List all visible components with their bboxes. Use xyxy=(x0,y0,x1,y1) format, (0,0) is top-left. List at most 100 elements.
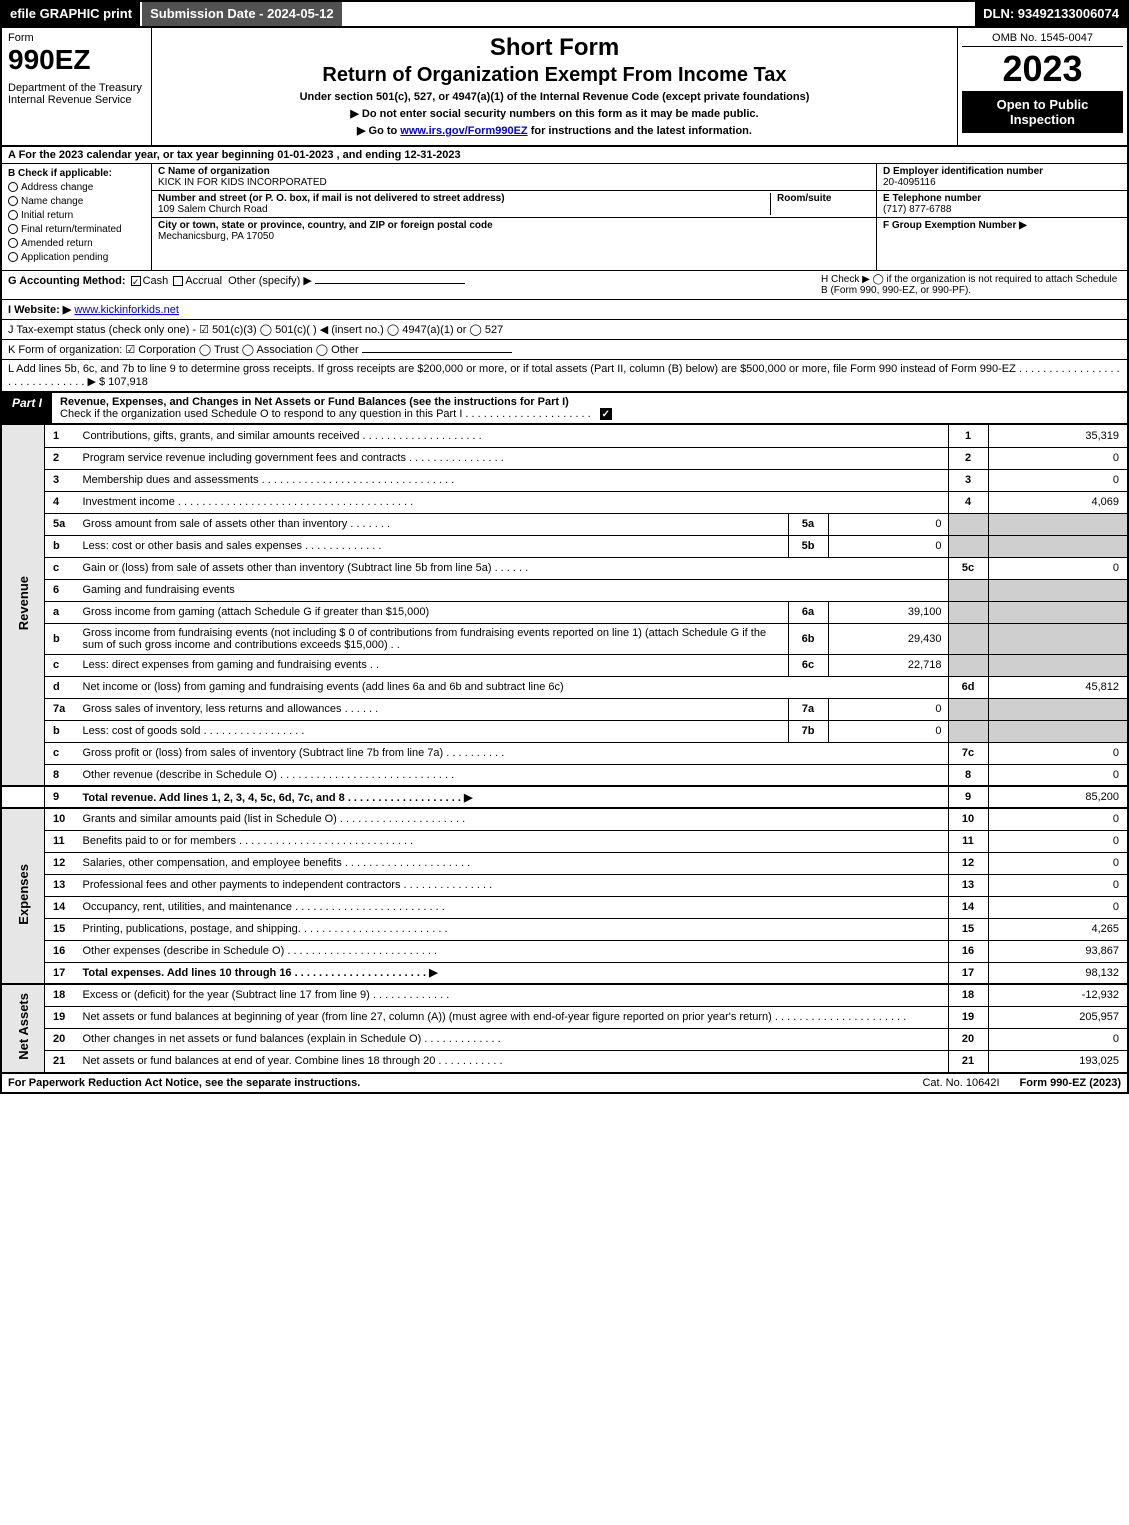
submission-date: Submission Date - 2024-05-12 xyxy=(140,2,342,26)
chk-initial-return[interactable] xyxy=(8,210,18,220)
form-number: 990EZ xyxy=(8,44,145,76)
row-line-9: 9 Total revenue. Add lines 1, 2, 3, 4, 5… xyxy=(1,786,1128,808)
header-left: Form 990EZ Department of the Treasury In… xyxy=(2,28,152,145)
part-1-table: Revenue 1 Contributions, gifts, grants, … xyxy=(0,425,1129,1073)
val-line-1: 35,319 xyxy=(988,425,1128,447)
val-line-13: 0 xyxy=(988,874,1128,896)
val-line-7b: 0 xyxy=(828,720,948,742)
part-1-title: Revenue, Expenses, and Changes in Net As… xyxy=(52,393,1127,423)
val-line-19: 205,957 xyxy=(988,1006,1128,1028)
row-line-6d: d Net income or (loss) from gaming and f… xyxy=(1,676,1128,698)
val-line-17: 98,132 xyxy=(988,962,1128,984)
tel-label: E Telephone number xyxy=(883,193,981,204)
row-line-6c: c Less: direct expenses from gaming and … xyxy=(1,654,1128,676)
row-line-19: 19 Net assets or fund balances at beginn… xyxy=(1,1006,1128,1028)
val-line-16: 93,867 xyxy=(988,940,1128,962)
val-line-6a: 39,100 xyxy=(828,601,948,623)
efile-label[interactable]: efile GRAPHIC print xyxy=(2,2,140,26)
row-line-7a: 7a Gross sales of inventory, less return… xyxy=(1,698,1128,720)
row-line-7c: c Gross profit or (loss) from sales of i… xyxy=(1,742,1128,764)
row-line-13: 13 Professional fees and other payments … xyxy=(1,874,1128,896)
col-d-right: D Employer identification number 20-4095… xyxy=(877,164,1127,270)
val-line-4: 4,069 xyxy=(988,491,1128,513)
room-label: Room/suite xyxy=(777,193,831,204)
row-line-6b: b Gross income from fundraising events (… xyxy=(1,623,1128,654)
subtitle-goto: Go to www.irs.gov/Form990EZ for instruct… xyxy=(160,124,949,137)
form-org-text: K Form of organization: ☑ Corporation ◯ … xyxy=(8,344,359,356)
val-line-5c: 0 xyxy=(988,557,1128,579)
footer-notice: For Paperwork Reduction Act Notice, see … xyxy=(8,1077,902,1089)
header-center: Short Form Return of Organization Exempt… xyxy=(152,28,957,145)
row-line-5c: c Gain or (loss) from sale of assets oth… xyxy=(1,557,1128,579)
form-header: Form 990EZ Department of the Treasury In… xyxy=(0,28,1129,147)
org-name-label: C Name of organization xyxy=(158,166,270,177)
val-line-20: 0 xyxy=(988,1028,1128,1050)
val-line-6d: 45,812 xyxy=(988,676,1128,698)
group-exemption-label: F Group Exemption Number ▶ xyxy=(883,220,1027,231)
subtitle-ssn: ▶ Do not enter social security numbers o… xyxy=(160,107,949,120)
title-short-form: Short Form xyxy=(160,34,949,62)
row-j-tax-exempt: J Tax-exempt status (check only one) - ☑… xyxy=(0,319,1129,339)
row-line-16: 16 Other expenses (describe in Schedule … xyxy=(1,940,1128,962)
revenue-section-label: Revenue xyxy=(1,425,45,786)
col-b-check-applicable: B Check if applicable: Address change Na… xyxy=(2,164,152,270)
val-line-5a: 0 xyxy=(828,513,948,535)
netassets-section-label: Net Assets xyxy=(1,984,45,1072)
row-line-11: 11 Benefits paid to or for members . . .… xyxy=(1,830,1128,852)
footer-formid: Form 990-EZ (2023) xyxy=(1020,1077,1121,1089)
row-line-18: Net Assets 18 Excess or (deficit) for th… xyxy=(1,984,1128,1006)
chk-final-return[interactable] xyxy=(8,224,18,234)
irs-link[interactable]: www.irs.gov/Form990EZ xyxy=(400,125,527,137)
row-line-5a: 5a Gross amount from sale of assets othe… xyxy=(1,513,1128,535)
val-line-11: 0 xyxy=(988,830,1128,852)
ein-value: 20-4095116 xyxy=(883,177,936,188)
city-label: City or town, state or province, country… xyxy=(158,220,493,231)
chk-cash[interactable] xyxy=(131,276,141,286)
omb-number: OMB No. 1545-0047 xyxy=(962,32,1123,47)
val-line-15: 4,265 xyxy=(988,918,1128,940)
row-line-14: 14 Occupancy, rent, utilities, and maint… xyxy=(1,896,1128,918)
row-line-5b: b Less: cost or other basis and sales ex… xyxy=(1,535,1128,557)
dept-label: Department of the Treasury Internal Reve… xyxy=(8,82,145,106)
ein-label: D Employer identification number xyxy=(883,166,1043,177)
chk-application-pending[interactable] xyxy=(8,252,18,262)
row-line-6a: a Gross income from gaming (attach Sched… xyxy=(1,601,1128,623)
val-line-6c: 22,718 xyxy=(828,654,948,676)
val-line-9: 85,200 xyxy=(988,786,1128,808)
val-line-21: 193,025 xyxy=(988,1050,1128,1072)
row-line-6: 6 Gaming and fundraising events xyxy=(1,579,1128,601)
row-line-8: 8 Other revenue (describe in Schedule O)… xyxy=(1,764,1128,786)
val-line-3: 0 xyxy=(988,469,1128,491)
chk-amended-return[interactable] xyxy=(8,238,18,248)
chk-accrual[interactable] xyxy=(173,276,183,286)
street-label: Number and street (or P. O. box, if mail… xyxy=(158,193,505,204)
tax-year: 2023 xyxy=(962,51,1123,87)
val-line-12: 0 xyxy=(988,852,1128,874)
val-line-2: 0 xyxy=(988,447,1128,469)
footer-catno: Cat. No. 10642I xyxy=(922,1077,999,1089)
inspection-badge: Open to Public Inspection xyxy=(962,91,1123,133)
row-line-20: 20 Other changes in net assets or fund b… xyxy=(1,1028,1128,1050)
row-line-7b: b Less: cost of goods sold . . . . . . .… xyxy=(1,720,1128,742)
chk-address-change[interactable] xyxy=(8,182,18,192)
col-c-org-info: C Name of organization KICK IN FOR KIDS … xyxy=(152,164,877,270)
top-bar: efile GRAPHIC print Submission Date - 20… xyxy=(0,0,1129,28)
row-line-12: 12 Salaries, other compensation, and emp… xyxy=(1,852,1128,874)
title-return: Return of Organization Exempt From Incom… xyxy=(160,64,949,87)
val-line-5b: 0 xyxy=(828,535,948,557)
website-link[interactable]: www.kickinforkids.net xyxy=(74,304,179,316)
city-value: Mechanicsburg, PA 17050 xyxy=(158,231,274,242)
info-grid: B Check if applicable: Address change Na… xyxy=(0,164,1129,270)
chk-schedule-o[interactable]: ✓ xyxy=(600,408,612,420)
row-line-2: 2 Program service revenue including gove… xyxy=(1,447,1128,469)
chk-name-change[interactable] xyxy=(8,196,18,206)
val-line-18: -12,932 xyxy=(988,984,1128,1006)
expenses-section-label: Expenses xyxy=(1,808,45,984)
row-line-10: Expenses 10 Grants and similar amounts p… xyxy=(1,808,1128,830)
row-g-accounting: G Accounting Method: Cash Accrual Other … xyxy=(0,270,1129,299)
header-right: OMB No. 1545-0047 2023 Open to Public In… xyxy=(957,28,1127,145)
part-1-label: Part I xyxy=(2,393,52,423)
row-line-21: 21 Net assets or fund balances at end of… xyxy=(1,1050,1128,1072)
section-a-tax-year: A For the 2023 calendar year, or tax yea… xyxy=(0,147,1129,164)
section-a-text: A For the 2023 calendar year, or tax yea… xyxy=(8,149,461,161)
